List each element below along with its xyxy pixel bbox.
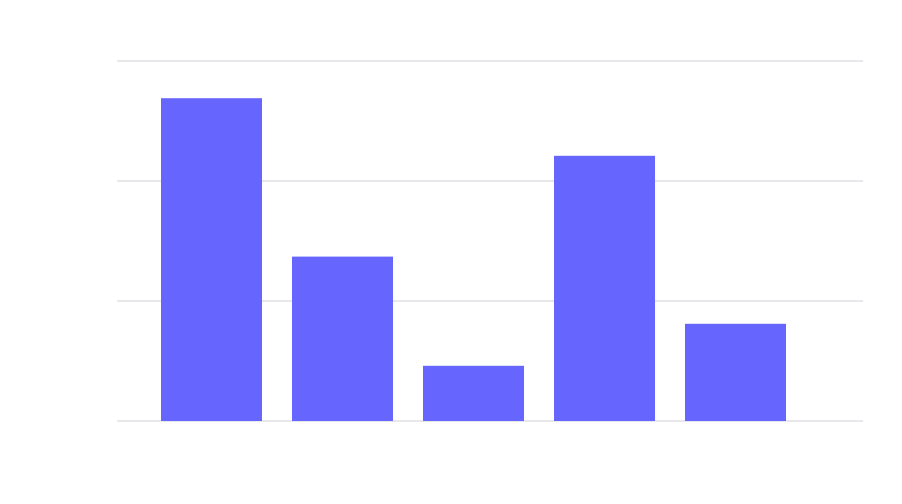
bar — [685, 323, 786, 421]
bar — [554, 155, 655, 422]
bar — [423, 365, 524, 421]
bar — [161, 98, 262, 421]
bar — [292, 256, 393, 421]
